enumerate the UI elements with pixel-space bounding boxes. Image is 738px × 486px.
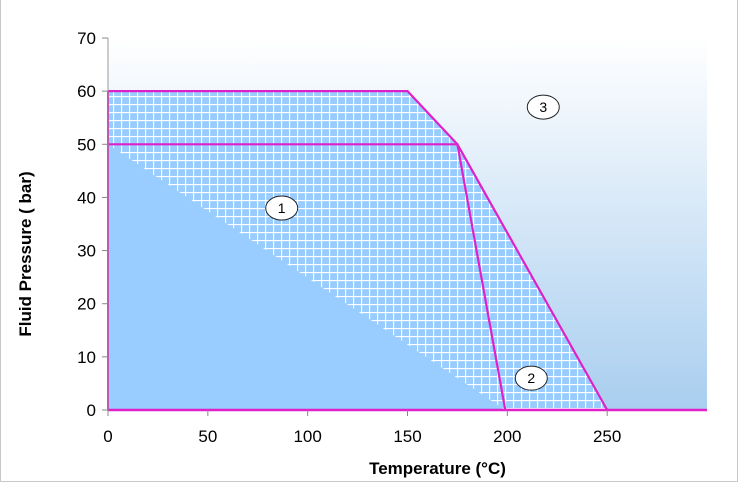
x-tick-label: 50: [198, 427, 217, 446]
region-3-label: 3: [539, 99, 547, 115]
region-2-area: [108, 91, 608, 410]
region-2-marker: [514, 365, 548, 391]
region-2-label: 2: [527, 370, 535, 386]
boundary-inner: [108, 143, 507, 411]
regions: [108, 91, 608, 411]
x-tick-label: 250: [593, 427, 621, 446]
y-tick-label: 10: [77, 348, 96, 367]
region-3-marker: [526, 94, 560, 120]
region-labels: 1 2 3: [265, 94, 560, 391]
y-tick-label: 20: [77, 295, 96, 314]
x-axis-ticks: 0 50 100 150 200 250: [103, 410, 621, 446]
y-axis-title: Fluid Pressure ( bar): [16, 171, 35, 336]
x-axis-title: Temperature (°C): [369, 459, 506, 478]
x-tick-label: 0: [103, 427, 112, 446]
y-tick-label: 30: [77, 242, 96, 261]
y-tick-label: 0: [87, 401, 96, 420]
x-tick-label: 100: [293, 427, 321, 446]
y-tick-label: 70: [77, 29, 96, 48]
region-1-marker: [265, 195, 299, 221]
x-tick-label: 200: [493, 427, 521, 446]
y-tick-label: 50: [77, 135, 96, 154]
x-tick-label: 150: [393, 427, 421, 446]
region-1-label: 1: [278, 200, 286, 216]
y-tick-label: 60: [77, 82, 96, 101]
y-tick-label: 40: [77, 188, 96, 207]
y-axis-ticks: 0 10 20 30 40 50 60 70: [77, 29, 108, 420]
boundary-outer: [108, 89, 609, 411]
